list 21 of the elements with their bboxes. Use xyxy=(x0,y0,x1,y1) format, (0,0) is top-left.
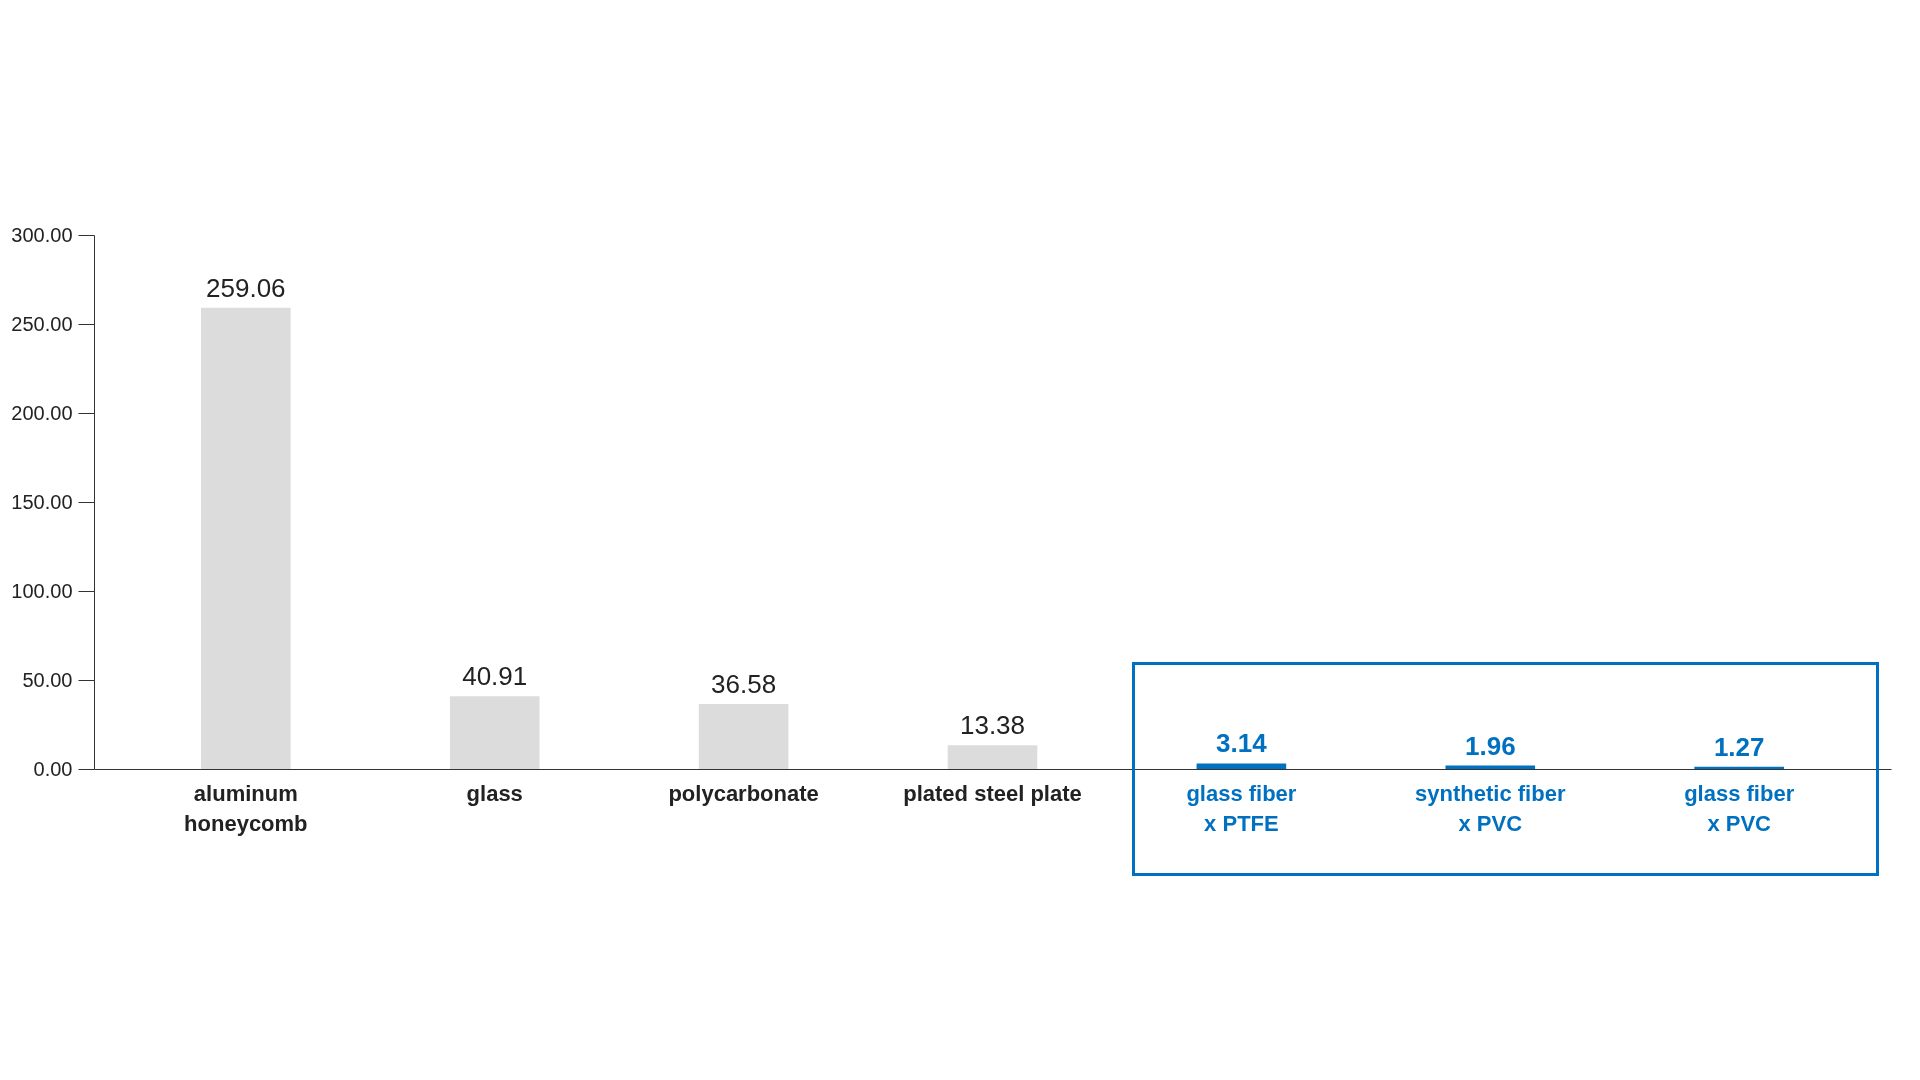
data-label: 1.27 xyxy=(1713,731,1765,762)
x-tick-label: plated steel plate xyxy=(903,780,1082,806)
y-tick-label: 0.00 xyxy=(33,757,73,780)
data-label: 259.06 xyxy=(206,272,286,303)
data-label: 3.14 xyxy=(1216,728,1268,759)
data-label: 40.91 xyxy=(462,661,528,692)
y-tick-label: 50.00 xyxy=(22,668,73,691)
y-tick-label: 200.00 xyxy=(11,401,73,424)
x-tick-label: glass fiber x PTFE xyxy=(1186,780,1297,836)
y-tick-label: 250.00 xyxy=(11,312,73,335)
data-label: 1.96 xyxy=(1464,730,1516,761)
x-tick-label: glass fiber x PVC xyxy=(1684,780,1795,836)
y-tick-label: 300.00 xyxy=(11,223,73,246)
x-tick-label: aluminum honeycomb xyxy=(184,780,308,836)
data-label: 13.38 xyxy=(959,710,1026,741)
x-tick-label: glass xyxy=(466,780,523,806)
x-tick-label: synthetic fiber x PVC xyxy=(1415,780,1566,836)
x-tick-label: polycarbonate xyxy=(668,780,819,806)
y-tick-label: 150.00 xyxy=(11,490,73,513)
data-label: 36.58 xyxy=(711,668,777,699)
y-tick-label: 100.00 xyxy=(11,579,73,602)
